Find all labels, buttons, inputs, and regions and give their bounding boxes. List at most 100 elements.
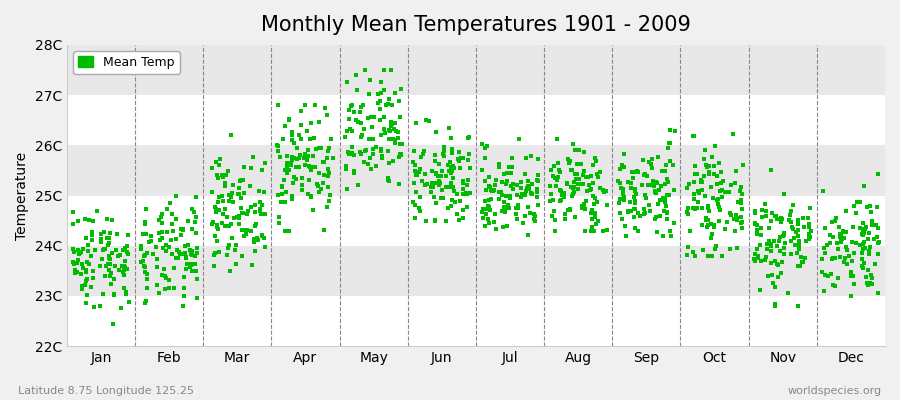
- Point: [590, 199, 604, 205]
- Point: [356, 101, 370, 108]
- Point: [455, 179, 470, 186]
- Point: [231, 191, 246, 198]
- Point: [553, 187, 567, 193]
- Point: [256, 202, 270, 208]
- Point: [481, 202, 495, 209]
- Point: [365, 136, 380, 142]
- Point: [294, 182, 309, 188]
- Point: [765, 210, 779, 216]
- Point: [565, 141, 580, 147]
- Point: [176, 226, 191, 233]
- Point: [116, 265, 130, 271]
- Point: [292, 164, 306, 171]
- Point: [482, 174, 496, 180]
- Point: [118, 258, 132, 264]
- Point: [393, 151, 408, 157]
- Point: [374, 105, 388, 112]
- Point: [455, 191, 470, 198]
- Point: [723, 210, 737, 216]
- Point: [355, 132, 369, 138]
- Point: [499, 181, 513, 187]
- Point: [760, 254, 774, 261]
- Point: [445, 196, 459, 203]
- Point: [140, 271, 154, 277]
- Point: [298, 151, 312, 158]
- Point: [315, 180, 329, 186]
- Point: [480, 206, 494, 212]
- Point: [432, 178, 446, 185]
- Point: [215, 210, 230, 217]
- Point: [855, 250, 869, 256]
- Point: [668, 127, 682, 134]
- Point: [637, 210, 652, 217]
- Point: [294, 175, 309, 181]
- Point: [582, 182, 597, 188]
- Point: [570, 161, 584, 168]
- Point: [514, 178, 528, 185]
- Point: [628, 224, 643, 231]
- Point: [478, 178, 492, 184]
- Point: [558, 216, 572, 222]
- Point: [560, 181, 574, 188]
- Point: [240, 208, 255, 215]
- Point: [581, 174, 596, 180]
- Point: [837, 258, 851, 265]
- Point: [104, 270, 118, 276]
- Point: [624, 185, 638, 191]
- Point: [102, 234, 116, 241]
- Point: [282, 116, 296, 122]
- Point: [418, 182, 432, 188]
- Point: [68, 261, 82, 267]
- Point: [448, 199, 463, 205]
- Point: [320, 112, 334, 118]
- Point: [570, 171, 584, 177]
- Point: [734, 214, 749, 220]
- Point: [116, 268, 130, 275]
- Point: [158, 273, 172, 279]
- Point: [66, 246, 80, 252]
- Point: [524, 153, 538, 159]
- Point: [641, 182, 655, 188]
- Point: [361, 160, 375, 167]
- Point: [706, 163, 721, 169]
- Point: [310, 181, 324, 187]
- Point: [102, 261, 116, 267]
- Point: [479, 211, 493, 217]
- Point: [274, 183, 289, 189]
- Point: [568, 214, 582, 221]
- Point: [188, 219, 202, 226]
- Point: [627, 200, 642, 206]
- Point: [106, 321, 121, 327]
- Point: [767, 238, 781, 244]
- Point: [87, 304, 102, 311]
- Point: [273, 214, 287, 220]
- Point: [343, 126, 357, 132]
- Point: [118, 245, 132, 251]
- Point: [630, 168, 644, 175]
- Point: [690, 171, 705, 177]
- Point: [567, 179, 581, 186]
- Point: [586, 180, 600, 186]
- Point: [286, 140, 301, 146]
- Point: [777, 251, 791, 257]
- Point: [243, 182, 257, 189]
- Point: [488, 182, 502, 188]
- Point: [174, 232, 188, 238]
- Point: [149, 244, 164, 250]
- Point: [701, 252, 716, 259]
- Point: [407, 180, 421, 186]
- Point: [661, 179, 675, 186]
- Point: [869, 204, 884, 210]
- Point: [857, 260, 871, 266]
- Point: [392, 98, 406, 104]
- Point: [102, 267, 116, 274]
- Point: [438, 218, 453, 224]
- Point: [218, 180, 232, 186]
- Point: [817, 288, 832, 294]
- Point: [704, 184, 718, 190]
- Point: [460, 182, 474, 188]
- Point: [584, 216, 598, 223]
- Point: [121, 251, 135, 257]
- Point: [377, 129, 392, 136]
- Point: [515, 191, 529, 198]
